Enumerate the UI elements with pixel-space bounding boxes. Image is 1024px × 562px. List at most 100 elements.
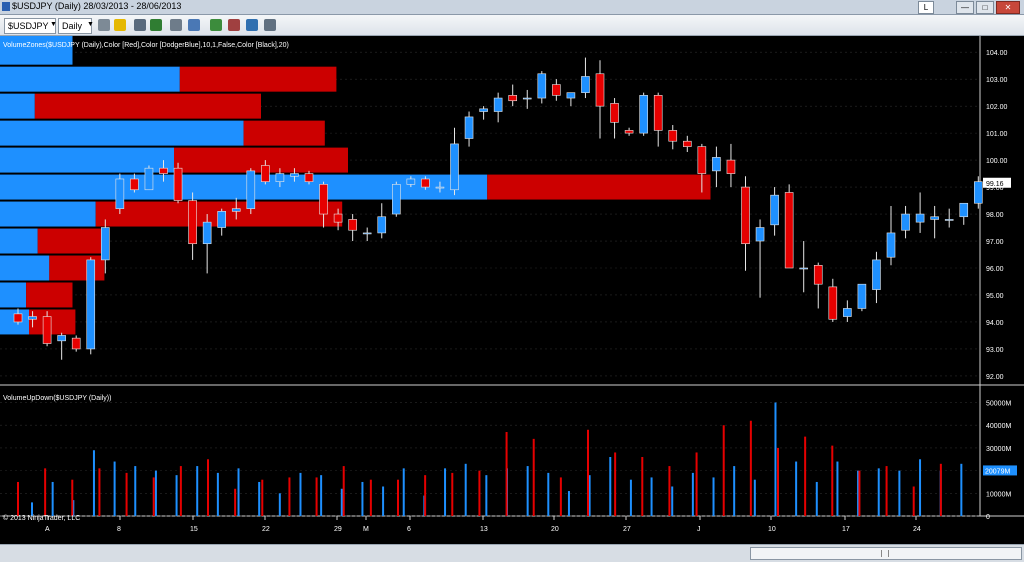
time-tick-label: 20 — [551, 526, 559, 533]
candle-body — [202, 221, 212, 245]
copyright-label: © 2013 NinjaTrader, LLC — [3, 514, 80, 522]
scrollbar-thumb[interactable] — [750, 547, 1022, 560]
volume-zone-down — [49, 255, 105, 281]
volume-zone-down — [179, 66, 337, 92]
volume-zone-down — [243, 120, 325, 146]
volume-tick-label: 30000M — [986, 446, 1011, 453]
price-tick-label: 96.00 — [986, 266, 1004, 273]
instrument-dropdown-icon[interactable]: ▼ — [50, 21, 57, 28]
indicators-icon[interactable] — [150, 19, 162, 31]
candle-body — [173, 167, 183, 201]
candle-body — [872, 259, 881, 290]
l-button[interactable]: L — [918, 1, 934, 14]
candle-body — [566, 92, 576, 99]
candle-body — [101, 227, 110, 261]
candle-body — [261, 165, 270, 182]
interval-selector[interactable]: Daily — [58, 18, 92, 34]
time-tick-label: 27 — [623, 526, 631, 533]
time-tick-label: J — [697, 526, 701, 533]
candle-body — [697, 146, 707, 174]
properties-icon[interactable] — [188, 19, 200, 31]
volume-axis: 50000M40000M30000M20000M10000M020079M — [983, 401, 1017, 521]
candle-body — [726, 159, 736, 174]
app-icon — [2, 2, 10, 11]
bar-type-icon[interactable] — [98, 19, 110, 31]
candle-body — [71, 337, 81, 350]
candle-body — [843, 308, 852, 317]
candle-body — [930, 216, 939, 220]
candle-body — [610, 103, 619, 123]
candle-body — [522, 97, 532, 100]
price-tick-label: 101.00 — [986, 131, 1008, 138]
price-indicator-label: VolumeZones($USDJPY (Daily),Color [Red],… — [3, 42, 289, 49]
candle-body — [304, 173, 314, 182]
candle-body — [115, 178, 125, 209]
price-tick-label: 97.00 — [986, 239, 1004, 246]
horizontal-scrollbar[interactable] — [0, 544, 1024, 562]
volume-tick-label: 10000M — [986, 491, 1011, 498]
volume-zone-up — [0, 120, 244, 146]
price-tick-label: 94.00 — [986, 320, 1004, 327]
candle-body — [435, 186, 445, 189]
chart-trader-icon[interactable] — [264, 19, 276, 31]
candle-body — [144, 167, 154, 191]
candle-body — [668, 130, 678, 142]
time-tick-label: 17 — [842, 526, 850, 533]
candle-body — [231, 208, 241, 212]
candle-body — [973, 181, 983, 204]
volume-zone-down — [37, 228, 105, 254]
price-axis: 104.00 103.00 102.00 101.00 100.00 99.00 98.00… — [983, 50, 1011, 381]
candle-body — [712, 157, 721, 172]
title-bar: $USDJPY (Daily) 28/03/2013 - 28/06/2013 … — [0, 0, 1024, 15]
templates-icon[interactable] — [228, 19, 240, 31]
time-tick-label: M — [363, 526, 369, 533]
chart-area[interactable]: 104.00 103.00 102.00 101.00 100.00 99.00 98.00… — [0, 36, 1024, 544]
time-tick-label: 8 — [117, 526, 121, 533]
volume-zone-up — [0, 282, 27, 308]
data-box-icon[interactable] — [210, 19, 222, 31]
price-tick-label: 100.00 — [986, 158, 1008, 165]
candle-body — [770, 194, 779, 226]
close-button[interactable]: ✕ — [996, 1, 1020, 14]
time-axis: A 8 15 22 29 M 6 13 20 27 J 10 17 24 — [45, 516, 921, 533]
time-tick-label: 29 — [334, 526, 342, 533]
price-tick-label: 93.00 — [986, 347, 1004, 354]
volume-zone-down — [26, 282, 73, 308]
zoom-icon[interactable] — [170, 19, 182, 31]
candle-body — [595, 73, 605, 107]
candle-body — [421, 178, 430, 188]
last-volume-label: 20079M — [985, 468, 1010, 475]
time-tick-label: 22 — [262, 526, 270, 533]
instrument-selector[interactable]: $USDJPY — [4, 18, 56, 34]
interval-dropdown-icon[interactable]: ▼ — [87, 21, 94, 28]
volume-zone-down — [34, 93, 261, 119]
candle-body — [901, 213, 910, 231]
candle-body — [57, 335, 66, 342]
pencil-icon[interactable] — [114, 19, 126, 31]
chart-toolbar: $USDJPY ▼ Daily ▼ — [0, 15, 1024, 36]
volume-indicator-label: VolumeUpDown($USDJPY (Daily)) — [3, 395, 111, 402]
candle-body — [86, 259, 96, 350]
volume-tick-label: 0 — [986, 514, 990, 521]
maximize-button[interactable]: □ — [976, 1, 994, 14]
candle-body — [246, 170, 256, 209]
price-tick-label: 104.00 — [986, 50, 1008, 57]
candle-body — [741, 186, 750, 245]
crosshair-icon[interactable] — [134, 19, 146, 31]
candle-body — [653, 95, 663, 131]
candle-body — [406, 178, 416, 185]
volume-zone-up — [0, 93, 35, 119]
candle-body — [639, 95, 648, 134]
candle-body — [159, 167, 168, 174]
candle-body — [217, 211, 226, 228]
candle-body — [915, 213, 925, 223]
minimize-button[interactable]: — — [956, 1, 974, 14]
volume-zone-up — [0, 201, 96, 227]
price-tick-label: 99.00 — [986, 185, 1004, 192]
volume-zone-down — [174, 147, 348, 173]
strategy-icon[interactable] — [246, 19, 258, 31]
candle-body — [377, 216, 387, 234]
candle-body — [537, 73, 547, 99]
candle-body — [682, 140, 692, 147]
volume-zone-up — [0, 66, 180, 92]
